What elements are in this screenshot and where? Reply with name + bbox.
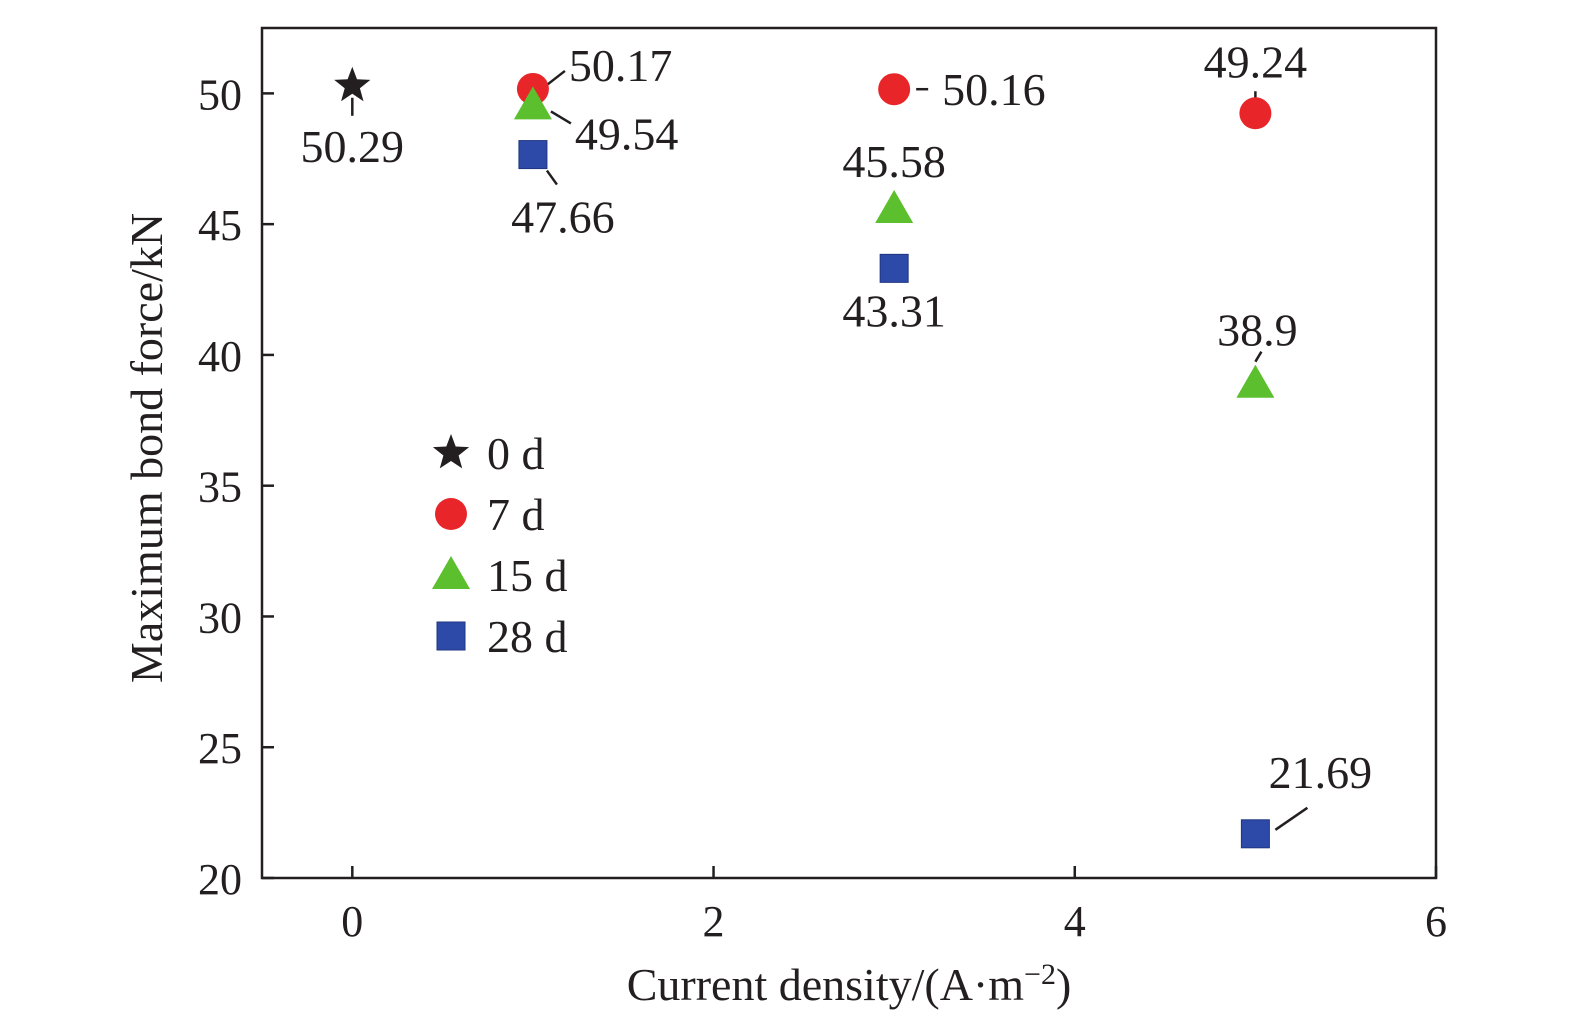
legend-marker-triangle (432, 556, 470, 589)
data-point-square (879, 253, 909, 283)
y-axis-title: Maximum bond force/kN (121, 213, 172, 683)
data-point-circle (878, 73, 911, 106)
leader-line (1274, 806, 1309, 831)
x-axis-title-superscript: −2 (1024, 958, 1056, 991)
x-tick-label: 6 (1425, 897, 1447, 946)
y-tick-label: 40 (198, 332, 242, 381)
y-axis-ticks: 20 25 30 35 40 45 50 (198, 70, 274, 904)
data-label: 49.24 (1204, 36, 1308, 87)
legend-marker-star (432, 434, 470, 469)
data-labels: 50.29 50.17 50.16 49.24 49.54 45.58 38.9 47.66 4… (301, 36, 1373, 798)
data-label: 50.29 (301, 121, 405, 172)
x-tick-label: 4 (1064, 897, 1086, 946)
data-point-square (1240, 819, 1270, 849)
legend-marker-square (436, 621, 466, 651)
data-point-star (334, 66, 371, 102)
y-tick-label: 25 (198, 724, 242, 773)
legend-marker-circle (435, 498, 467, 530)
data-point-triangle (875, 189, 914, 223)
legend-label: 15 d (487, 550, 568, 601)
data-markers (334, 66, 1275, 849)
data-label: 50.17 (569, 40, 673, 91)
x-axis-ticks: 0 2 4 6 (341, 866, 1447, 946)
y-tick-label: 30 (198, 593, 242, 642)
leader-line (545, 169, 558, 186)
data-point-triangle (1236, 364, 1275, 398)
y-tick-label: 50 (198, 70, 242, 119)
data-point-triangle (513, 86, 552, 120)
x-tick-label: 0 (341, 897, 363, 946)
leader-line (550, 110, 572, 125)
data-label: 21.69 (1269, 747, 1373, 798)
label-leader-lines (351, 69, 1309, 831)
y-tick-label: 35 (198, 463, 242, 512)
data-point-circle (1239, 97, 1272, 130)
leader-line (1254, 351, 1263, 363)
data-label: 38.9 (1217, 305, 1298, 356)
legend-label: 28 d (487, 611, 568, 662)
legend: 0 d 7 d 15 d 28 d (432, 428, 568, 662)
x-axis-title-tail: ) (1056, 959, 1071, 1010)
x-axis-title-main: Current density/(A·m (627, 959, 1025, 1010)
legend-label: 0 d (487, 428, 545, 479)
data-label: 43.31 (842, 285, 946, 336)
y-tick-label: 45 (198, 201, 242, 250)
data-label: 49.54 (575, 108, 679, 159)
leader-line (546, 69, 566, 86)
data-point-square (518, 140, 548, 170)
legend-label: 7 d (487, 489, 545, 540)
plot-frame (260, 26, 1438, 880)
data-label: 45.58 (842, 136, 946, 187)
data-label: 47.66 (511, 192, 615, 243)
data-label: 50.16 (942, 64, 1045, 115)
x-tick-label: 2 (703, 897, 725, 946)
x-axis-title: Current density/(A·m−2) (627, 958, 1072, 1010)
y-tick-label: 20 (198, 855, 242, 904)
